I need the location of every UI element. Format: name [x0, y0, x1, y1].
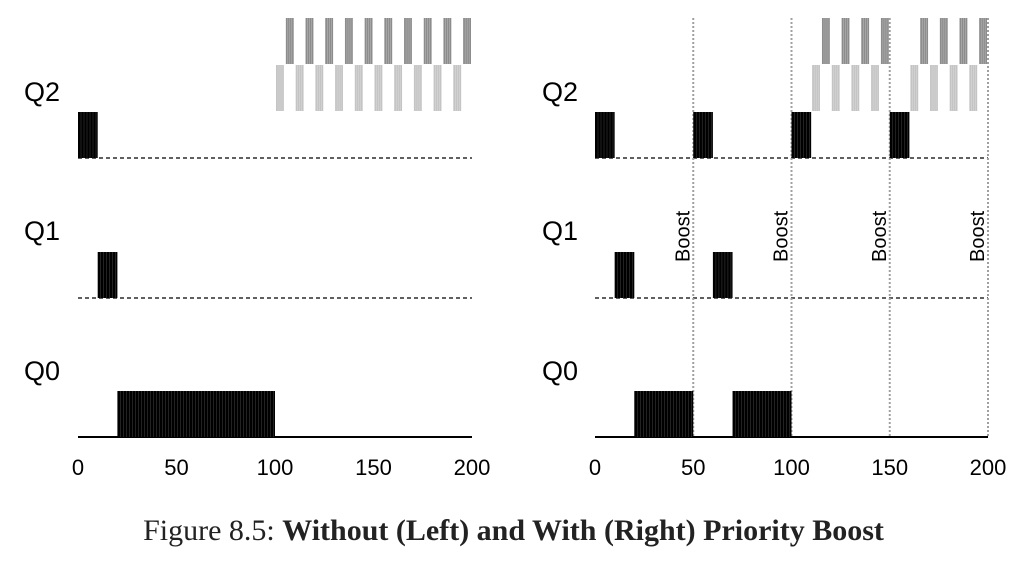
short-job-a-slice — [404, 18, 412, 64]
short-job-a-slice — [423, 18, 432, 64]
queue-label-q1: Q1 — [24, 216, 60, 246]
queue-label-q0: Q0 — [542, 356, 578, 386]
long-job-block — [732, 391, 792, 437]
short-job-a-slice — [979, 18, 987, 64]
boost-label: Boost — [869, 210, 891, 262]
x-tick-label: 100 — [773, 455, 810, 480]
short-job-b-slice — [335, 65, 343, 111]
short-job-b-slice — [949, 65, 958, 111]
short-job-b-slice — [315, 65, 324, 111]
short-job-a-slice — [880, 18, 889, 64]
short-job-b-slice — [453, 65, 462, 111]
boost-label: Boost — [967, 210, 989, 262]
x-tick-label: 150 — [355, 455, 392, 480]
boost-label: Boost — [672, 210, 694, 262]
queue-label-q2: Q2 — [24, 77, 60, 107]
x-tick-label: 100 — [257, 455, 294, 480]
boost-label: Boost — [771, 210, 793, 262]
short-job-a-slice — [861, 18, 870, 64]
short-job-a-slice — [344, 18, 353, 64]
figure-caption: Figure 8.5: Without (Left) and With (Rig… — [0, 514, 1027, 548]
queue-label-q2: Q2 — [542, 77, 578, 107]
x-tick-label: 0 — [589, 455, 601, 480]
short-job-a-slice — [364, 18, 373, 64]
short-job-a-slice — [285, 18, 294, 64]
short-job-b-slice — [812, 65, 820, 111]
short-job-b-slice — [851, 65, 860, 111]
x-tick-label: 150 — [871, 455, 908, 480]
short-job-b-slice — [831, 65, 840, 111]
short-job-a-slice — [325, 18, 334, 64]
panel-with-boost: Q2 Q1 Q0 Boost Boost Boost Boost 0 50 100 150 200 — [542, 18, 1006, 480]
short-job-a-slice — [463, 18, 471, 64]
short-job-b-slice — [433, 65, 442, 111]
caption-title: Without (Left) and With (Right) Priority… — [282, 514, 884, 547]
short-job-b-slice — [276, 65, 284, 111]
short-job-b-slice — [354, 65, 363, 111]
caption-prefix: Figure 8.5: — [143, 514, 283, 547]
long-job-block — [117, 391, 276, 437]
short-job-b-slice — [394, 65, 403, 111]
queue-label-q0: Q0 — [24, 356, 60, 386]
short-job-a-slice — [841, 18, 850, 64]
short-job-a-slice — [821, 18, 830, 64]
x-tick-label: 50 — [681, 455, 705, 480]
long-job-block — [634, 391, 694, 437]
short-job-b-slice — [871, 65, 879, 111]
x-tick-label: 200 — [454, 455, 491, 480]
short-job-b-slice — [295, 65, 304, 111]
short-job-a-slice — [959, 18, 968, 64]
short-job-a-slice — [305, 18, 314, 64]
short-job-b-slice — [413, 65, 422, 111]
short-job-b-slice — [969, 65, 978, 111]
short-job-a-slice — [384, 18, 393, 64]
x-tick-label: 200 — [970, 455, 1007, 480]
panel-without-boost: Q2 Q1 Q0 0 50 100 150 200 — [24, 18, 490, 480]
queue-label-q1: Q1 — [542, 216, 578, 246]
short-job-a-slice — [443, 18, 452, 64]
short-job-a-slice — [939, 18, 948, 64]
short-job-b-slice — [910, 65, 919, 111]
x-tick-label: 0 — [72, 455, 84, 480]
short-job-b-slice — [930, 65, 938, 111]
short-job-b-slice — [374, 65, 383, 111]
short-job-a-slice — [920, 18, 929, 64]
x-tick-label: 50 — [164, 455, 188, 480]
